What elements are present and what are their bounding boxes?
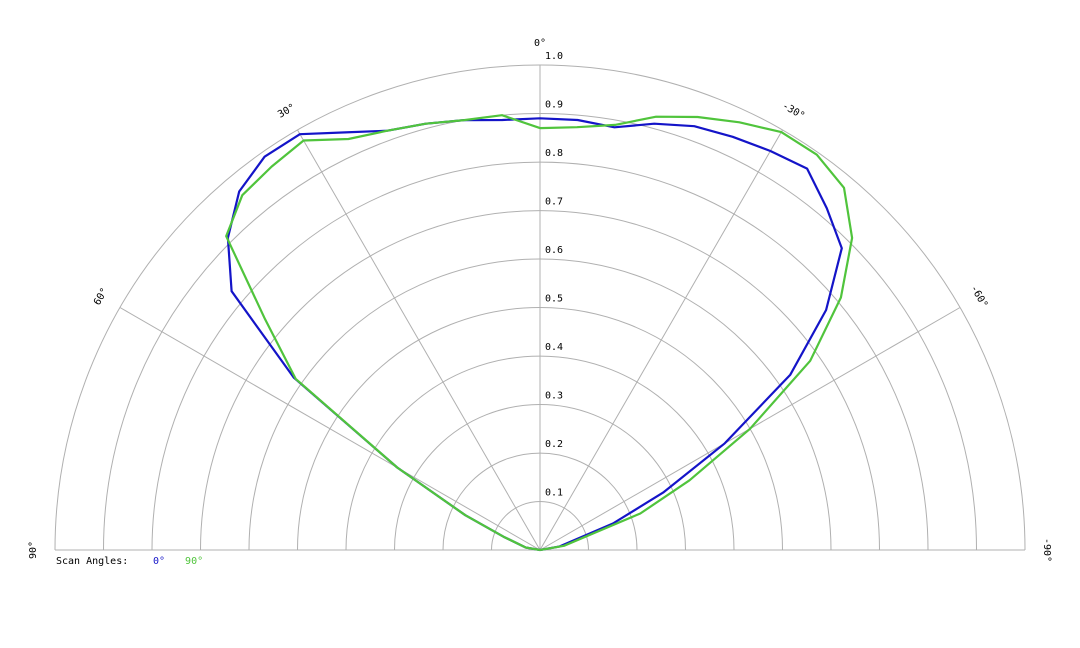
series-line xyxy=(226,117,843,552)
angle-label: -30° xyxy=(780,101,806,123)
legend-entry: 90° xyxy=(185,556,203,567)
angle-label: -60° xyxy=(968,284,990,310)
r-tick-label: 0.5 xyxy=(545,294,563,305)
grid-spoke xyxy=(297,129,541,551)
r-tick-label: 0.3 xyxy=(545,391,563,402)
r-tick-label: 0.1 xyxy=(545,488,563,499)
r-tick-label: 0.8 xyxy=(545,148,563,159)
angle-label: 30° xyxy=(276,102,297,121)
legend-entry: 0° xyxy=(153,556,165,567)
r-tick-label: 0.4 xyxy=(545,342,563,353)
r-tick-label: 0.9 xyxy=(545,100,563,111)
angle-label: -90° xyxy=(1041,538,1052,562)
grid-spoke xyxy=(539,129,783,551)
legend-title: Scan Angles: xyxy=(56,556,128,567)
r-tick-label: 0.2 xyxy=(545,439,563,450)
grid-spoke xyxy=(119,307,541,551)
r-tick-label: 0.6 xyxy=(545,245,563,256)
r-tick-label: 1.0 xyxy=(545,51,563,62)
series-line xyxy=(225,114,854,552)
r-tick-label: 0.7 xyxy=(545,197,563,208)
angle-label: 90° xyxy=(28,541,39,559)
angle-label: 60° xyxy=(92,286,111,307)
angle-label: 0° xyxy=(534,38,546,49)
